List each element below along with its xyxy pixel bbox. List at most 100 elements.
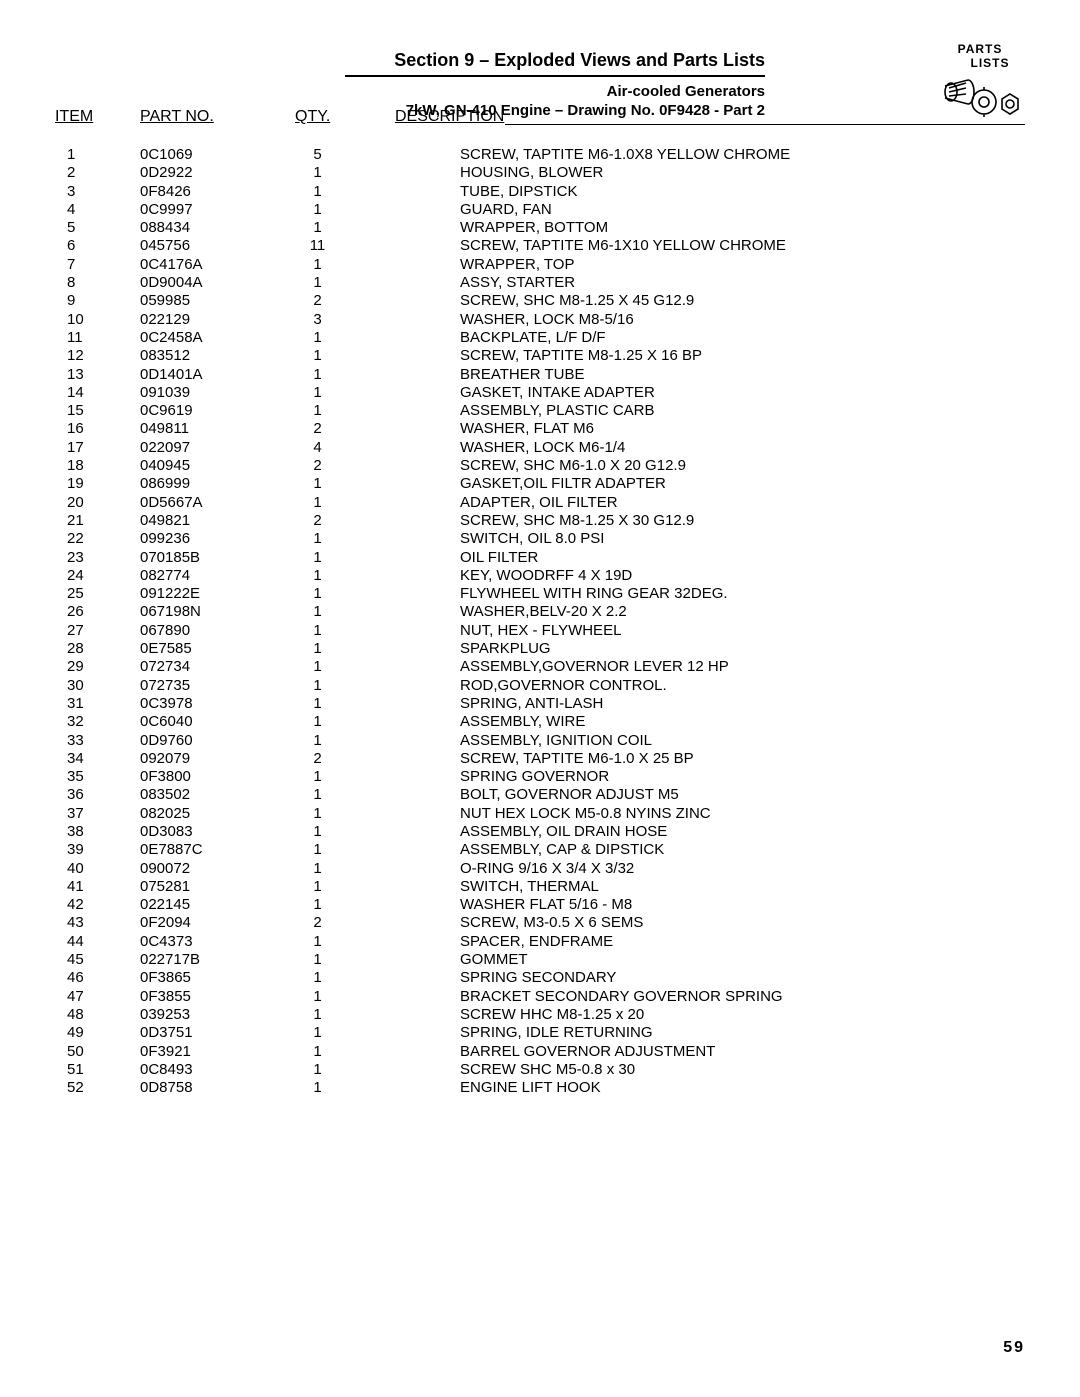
- cell-part-no: 0D9004A: [140, 274, 295, 292]
- cell-item: 35: [55, 768, 140, 786]
- cell-description: SCREW, SHC M6-1.0 X 20 G12.9: [395, 457, 1025, 475]
- cell-description: ASSEMBLY,GOVERNOR LEVER 12 HP: [395, 658, 1025, 676]
- cell-item: 45: [55, 951, 140, 969]
- cell-item: 31: [55, 695, 140, 713]
- cell-part-no: 022097: [140, 439, 295, 457]
- cell-item: 40: [55, 860, 140, 878]
- cell-description: ASSEMBLY, PLASTIC CARB: [395, 402, 1025, 420]
- cell-part-no: 0D3083: [140, 823, 295, 841]
- cell-part-no: 0D3751: [140, 1024, 295, 1042]
- table-row: 23070185B1OIL FILTER: [55, 549, 1025, 567]
- table-row: 360835021BOLT, GOVERNOR ADJUST M5: [55, 786, 1025, 804]
- cell-part-no: 040945: [140, 457, 295, 475]
- cell-item: 15: [55, 402, 140, 420]
- cell-item: 49: [55, 1024, 140, 1042]
- col-header-part: PART NO.: [140, 108, 295, 126]
- cell-item: 10: [55, 311, 140, 329]
- cell-part-no: 092079: [140, 750, 295, 768]
- cell-item: 13: [55, 366, 140, 384]
- cell-item: 46: [55, 969, 140, 987]
- cell-description: WASHER, FLAT M6: [395, 420, 1025, 438]
- cell-item: 32: [55, 713, 140, 731]
- table-row: 440C43731SPACER, ENDFRAME: [55, 933, 1025, 951]
- table-row: 20D29221HOUSING, BLOWER: [55, 164, 1025, 182]
- cell-qty: 1: [295, 658, 395, 676]
- col-header-item: ITEM: [55, 108, 140, 126]
- table-row: 490D37511SPRING, IDLE RETURNING: [55, 1024, 1025, 1042]
- cell-part-no: 022717B: [140, 951, 295, 969]
- cell-part-no: 0C9619: [140, 402, 295, 420]
- cell-description: BRACKET SECONDARY GOVERNOR SPRING: [395, 988, 1025, 1006]
- cell-description: TUBE, DIPSTICK: [395, 183, 1025, 201]
- cell-description: SCREW HHC M8-1.25 x 20: [395, 1006, 1025, 1024]
- table-row: 604575611SCREW, TAPTITE M6-1X10 YELLOW C…: [55, 237, 1025, 255]
- cell-part-no: 0F3855: [140, 988, 295, 1006]
- cell-qty: 1: [295, 347, 395, 365]
- parts-table: ITEM PART NO. QTY. DESCRIPTION 10C10695S…: [55, 108, 1025, 1097]
- cell-qty: 1: [295, 805, 395, 823]
- cell-qty: 1: [295, 475, 395, 493]
- cell-part-no: 082025: [140, 805, 295, 823]
- cell-item: 29: [55, 658, 140, 676]
- cell-description: BARREL GOVERNOR ADJUSTMENT: [395, 1043, 1025, 1061]
- cell-description: WASHER,BELV-20 X 2.2: [395, 603, 1025, 621]
- cell-qty: 1: [295, 768, 395, 786]
- cell-description: WRAPPER, BOTTOM: [395, 219, 1025, 237]
- table-row: 410752811SWITCH, THERMAL: [55, 878, 1025, 896]
- table-row: 10C10695SCREW, TAPTITE M6-1.0X8 YELLOW C…: [55, 146, 1025, 164]
- cell-item: 8: [55, 274, 140, 292]
- table-row: 280E75851SPARKPLUG: [55, 640, 1025, 658]
- cell-qty: 2: [295, 512, 395, 530]
- table-row: 130D1401A1BREATHER TUBE: [55, 366, 1025, 384]
- cell-part-no: 049811: [140, 420, 295, 438]
- cell-description: SWITCH, THERMAL: [395, 878, 1025, 896]
- cell-qty: 1: [295, 494, 395, 512]
- cell-qty: 1: [295, 201, 395, 219]
- table-row: 210498212SCREW, SHC M8-1.25 X 30 G12.9: [55, 512, 1025, 530]
- table-row: 120835121SCREW, TAPTITE M8-1.25 X 16 BP: [55, 347, 1025, 365]
- cell-item: 23: [55, 549, 140, 567]
- cell-description: WRAPPER, TOP: [395, 256, 1025, 274]
- cell-description: ENGINE LIFT HOOK: [395, 1079, 1025, 1097]
- cell-description: SPACER, ENDFRAME: [395, 933, 1025, 951]
- cell-qty: 1: [295, 256, 395, 274]
- cell-qty: 1: [295, 274, 395, 292]
- cell-qty: 1: [295, 860, 395, 878]
- cell-item: 25: [55, 585, 140, 603]
- cell-item: 51: [55, 1061, 140, 1079]
- cell-item: 30: [55, 677, 140, 695]
- cell-description: SPARKPLUG: [395, 640, 1025, 658]
- cell-description: SPRING GOVERNOR: [395, 768, 1025, 786]
- logo-text-lists: LISTS: [955, 56, 1025, 70]
- cell-qty: 1: [295, 384, 395, 402]
- cell-item: 11: [55, 329, 140, 347]
- cell-item: 33: [55, 732, 140, 750]
- table-row: 380D30831ASSEMBLY, OIL DRAIN HOSE: [55, 823, 1025, 841]
- section-title: Section 9 – Exploded Views and Parts Lis…: [345, 50, 765, 77]
- cell-qty: 1: [295, 219, 395, 237]
- cell-description: ASSEMBLY, CAP & DIPSTICK: [395, 841, 1025, 859]
- table-row: 310C39781SPRING, ANTI-LASH: [55, 695, 1025, 713]
- table-row: 50884341WRAPPER, BOTTOM: [55, 219, 1025, 237]
- cell-item: 38: [55, 823, 140, 841]
- cell-item: 22: [55, 530, 140, 548]
- cell-qty: 1: [295, 1006, 395, 1024]
- cell-part-no: 0F2094: [140, 914, 295, 932]
- table-row: 420221451WASHER FLAT 5/16 - M8: [55, 896, 1025, 914]
- cell-item: 20: [55, 494, 140, 512]
- cell-part-no: 083502: [140, 786, 295, 804]
- table-row: 100221293WASHER, LOCK M8-5/16: [55, 311, 1025, 329]
- cell-part-no: 0F3865: [140, 969, 295, 987]
- cell-part-no: 099236: [140, 530, 295, 548]
- cell-qty: 1: [295, 786, 395, 804]
- table-row: 500F39211BARREL GOVERNOR ADJUSTMENT: [55, 1043, 1025, 1061]
- cell-qty: 1: [295, 567, 395, 585]
- cell-part-no: 083512: [140, 347, 295, 365]
- cell-item: 27: [55, 622, 140, 640]
- table-row: 200D5667A1ADAPTER, OIL FILTER: [55, 494, 1025, 512]
- cell-part-no: 0D1401A: [140, 366, 295, 384]
- cell-part-no: 0C6040: [140, 713, 295, 731]
- cell-item: 41: [55, 878, 140, 896]
- cell-part-no: 070185B: [140, 549, 295, 567]
- cell-description: BREATHER TUBE: [395, 366, 1025, 384]
